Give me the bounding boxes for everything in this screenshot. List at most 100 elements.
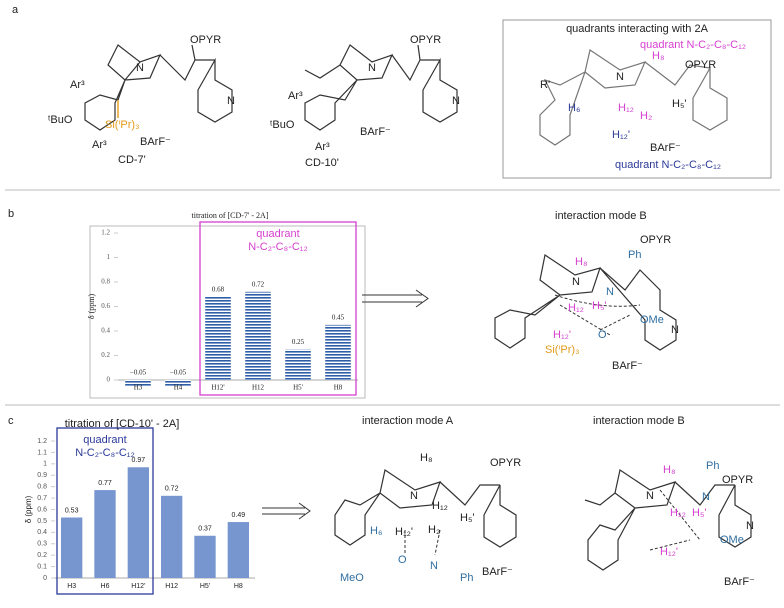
panel-heading: interaction mode A — [362, 415, 454, 427]
bar — [245, 291, 271, 380]
group-label: OPYR — [640, 234, 671, 246]
counterion: BArF⁻ — [724, 576, 755, 588]
atom-label: N — [572, 276, 580, 288]
atom-label: Ar³ — [70, 79, 85, 91]
atom-label: H₁₂' — [612, 129, 630, 141]
annotation: quadrant — [83, 434, 126, 446]
y-tick-label: 0.6 — [101, 302, 110, 310]
bar — [94, 490, 116, 578]
x-tick-label: H12 — [252, 384, 265, 392]
y-tick-label: 1.1 — [37, 449, 47, 456]
x-tick-label: H5' — [293, 384, 303, 392]
y-tick-label: 0.2 — [101, 351, 110, 359]
atom-label: H₅' — [592, 300, 606, 312]
atom-label: N — [606, 286, 614, 298]
group-label: OPYR — [722, 474, 753, 486]
atom-label: N — [410, 490, 418, 502]
chart-title: titration of [CD-10' - 2A] — [65, 418, 180, 430]
atom-label: Ar³ — [92, 139, 107, 151]
atom-label: OMe — [640, 314, 664, 326]
counterion: BArF⁻ — [612, 360, 643, 372]
bar — [194, 535, 216, 578]
bar — [325, 324, 351, 380]
atom-label: H₈ — [652, 50, 665, 62]
atom-label: H₁₂ — [432, 500, 448, 512]
y-tick-label: 0.8 — [101, 278, 110, 286]
arrows — [262, 289, 429, 520]
x-tick-label: H3 — [67, 583, 76, 590]
atom-label: H₈ — [420, 452, 433, 464]
quadrant-frame — [502, 19, 772, 179]
atom-label: H₂ — [428, 524, 440, 536]
value-label: 0.25 — [292, 338, 305, 346]
compound-label: CD-7' — [118, 154, 146, 166]
atom-label: N — [746, 520, 754, 532]
atom-label: N — [646, 490, 654, 502]
structures — [84, 44, 752, 571]
atom-label: H₅' — [460, 512, 474, 524]
atom-label: H₆ — [568, 102, 580, 114]
y-tick-label: 1.2 — [37, 438, 47, 445]
chart: titration of [CD-7' - 2A] δ (ppm) 0 0.2 0.4 0… — [87, 211, 358, 396]
panel-label: a — [12, 4, 19, 16]
annotation: quadrant — [256, 228, 299, 240]
quadrant-label: quadrant N-C₂-C₈-C₁₂ — [640, 39, 746, 51]
y-axis-label: δ (ppm) — [87, 294, 96, 320]
x-tick-label: H12 — [165, 583, 178, 590]
x-tick-label: H12' — [211, 384, 224, 392]
atom-label: H₁₂ — [670, 507, 686, 519]
bar — [125, 380, 151, 387]
atom-label: H₁₂' — [553, 329, 571, 341]
value-label: 0.72 — [252, 280, 265, 288]
counterion: BArF⁻ — [360, 126, 391, 138]
atom-label: Si(ⁱPr)₃ — [105, 119, 140, 131]
value-label: 0.72 — [165, 486, 179, 493]
annotation: N-C₂-C₈-C₁₂ — [248, 241, 308, 253]
chart: titration of [CD-10' - 2A] δ (ppm) 0 0.1 0.2… — [24, 418, 255, 595]
y-tick-label: 0 — [107, 376, 111, 384]
atom-label: Ar³ — [315, 141, 330, 153]
atom-label: Si(ⁱPr)₃ — [545, 344, 580, 356]
counterion: BArF⁻ — [140, 136, 171, 148]
atom-label: H₅' — [672, 98, 686, 110]
bar — [227, 522, 249, 578]
y-tick-label: 0.9 — [37, 472, 47, 479]
y-tick-label: 0.5 — [37, 518, 47, 525]
atom-label: H₁₂ — [568, 302, 584, 314]
bar — [61, 517, 83, 578]
atom-label: ᵗBuO — [48, 114, 73, 126]
y-tick-label: 0.3 — [37, 541, 47, 548]
bar — [127, 467, 149, 578]
x-tick-label: H8 — [234, 583, 243, 590]
y-tick-label: 0.1 — [37, 563, 47, 570]
atom-label: H₆ — [370, 525, 382, 537]
atom-label: N — [227, 95, 235, 107]
bar — [165, 380, 191, 387]
compound-label: CD-10' — [305, 157, 339, 169]
x-tick-label: H6 — [101, 583, 110, 590]
value-label: 0.37 — [198, 526, 212, 533]
y-tick-label: 1 — [43, 461, 47, 468]
value-label: 0.53 — [65, 507, 79, 514]
atom-label: H₂ — [640, 110, 652, 122]
quadrant-box — [199, 221, 357, 396]
group-label: OPYR — [490, 457, 521, 469]
atom-label: N — [616, 71, 624, 83]
atom-label: Ph — [628, 249, 641, 261]
bar — [161, 495, 183, 578]
x-tick-label: H3 — [134, 384, 143, 392]
panel-heading: interaction mode B — [593, 415, 685, 427]
chart-title: titration of [CD-7' - 2A] — [192, 211, 269, 220]
atom-label: R' — [540, 79, 550, 91]
group-label: OPYR — [685, 59, 716, 71]
atom-label: Ar³ — [288, 90, 303, 102]
counterion: BArF⁻ — [650, 142, 681, 154]
y-tick-label: 0.6 — [37, 506, 47, 513]
atom-label: H₅' — [692, 507, 706, 519]
atom-label: O — [598, 329, 607, 341]
group-label: OPYR — [410, 34, 441, 46]
x-tick-label: H4 — [174, 384, 183, 392]
value-label: 0.77 — [98, 480, 112, 487]
value-label: 0.97 — [132, 457, 146, 464]
atom-label: H₈ — [663, 464, 676, 476]
